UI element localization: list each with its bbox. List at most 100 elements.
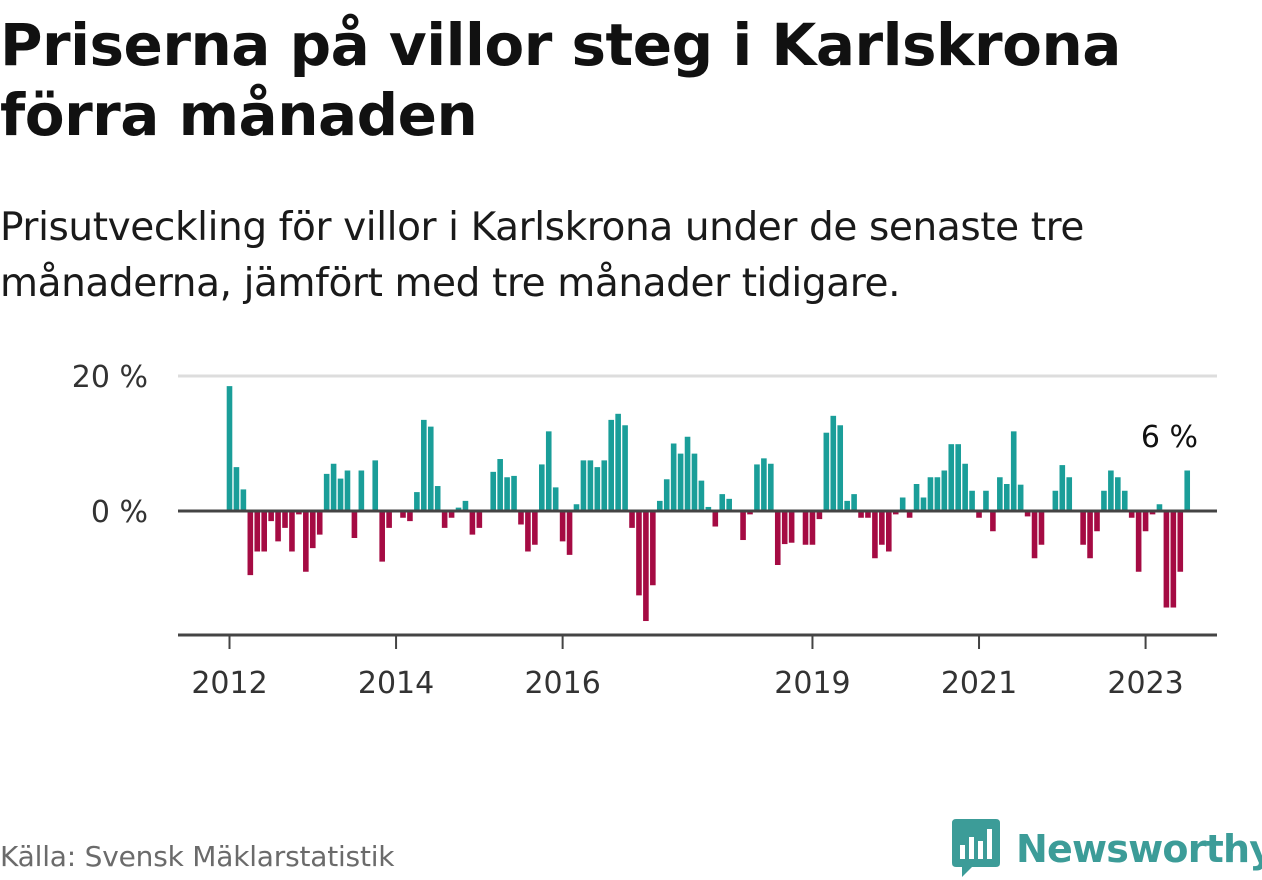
bar — [282, 511, 288, 528]
bar — [747, 511, 753, 515]
bar — [754, 464, 760, 511]
bar — [226, 386, 233, 511]
bar — [490, 471, 497, 511]
bar — [997, 477, 1003, 511]
y-tick-label: 20 % — [72, 360, 148, 395]
x-tick-label: 2023 — [1107, 666, 1183, 700]
bar — [1087, 511, 1093, 559]
x-tick-label: 2021 — [941, 666, 1017, 700]
bar — [372, 460, 379, 511]
chart-title: Priserna på villor steg i Karlskrona för… — [0, 11, 1121, 149]
bar — [254, 511, 261, 552]
bar — [525, 511, 531, 552]
bar — [879, 511, 885, 545]
bar — [816, 511, 823, 520]
x-tick-label: 2016 — [524, 666, 600, 700]
bar — [441, 511, 448, 528]
bar — [913, 484, 920, 511]
bar — [719, 494, 726, 511]
x-tick-label: 2019 — [774, 666, 850, 700]
bar — [1170, 511, 1177, 608]
bar — [545, 431, 552, 511]
bar — [573, 504, 580, 511]
bar — [518, 511, 524, 525]
bar — [309, 511, 316, 549]
bar — [844, 500, 850, 511]
bar — [781, 511, 788, 545]
bar — [240, 489, 247, 511]
bar — [400, 511, 406, 518]
bar — [1031, 511, 1038, 559]
bar — [962, 463, 968, 511]
bar — [740, 511, 746, 541]
bar — [414, 492, 420, 511]
bar — [872, 511, 878, 559]
bar — [892, 511, 899, 515]
bar — [386, 511, 392, 528]
bar — [802, 511, 809, 545]
bar — [1149, 511, 1156, 515]
bar — [677, 453, 684, 511]
bar — [316, 511, 323, 535]
bar — [275, 511, 281, 542]
bar — [1010, 431, 1017, 511]
bar — [656, 500, 663, 511]
bar — [906, 511, 913, 518]
bar — [552, 487, 559, 511]
bar — [650, 511, 656, 586]
bar — [1024, 511, 1031, 517]
bar — [927, 477, 934, 511]
bar — [407, 511, 413, 522]
bar — [476, 511, 483, 528]
bar — [427, 426, 434, 511]
bar — [337, 478, 344, 511]
bar — [663, 479, 670, 511]
bar — [941, 470, 948, 511]
bar — [636, 511, 642, 596]
bar — [1121, 490, 1128, 511]
bar — [726, 498, 732, 511]
bar — [615, 413, 621, 511]
brand-logo: Newsworthy — [950, 818, 1262, 880]
bar — [511, 475, 517, 511]
bar — [948, 444, 955, 511]
bar — [1052, 490, 1059, 511]
bar — [1101, 490, 1107, 511]
bar — [643, 511, 649, 622]
bar — [761, 458, 767, 511]
bar — [1135, 511, 1142, 572]
bar — [1017, 484, 1024, 511]
bar — [421, 419, 427, 511]
bar — [303, 511, 309, 572]
bar — [358, 470, 365, 511]
bar — [559, 511, 566, 542]
bar — [712, 511, 719, 527]
bar — [670, 443, 677, 511]
bar — [768, 463, 774, 511]
bar — [1066, 477, 1073, 511]
bar — [594, 467, 601, 511]
bar — [539, 464, 545, 511]
bar — [705, 506, 712, 511]
bar — [379, 511, 385, 562]
bar — [920, 497, 927, 511]
bar — [809, 511, 816, 545]
bar — [1128, 511, 1135, 518]
bar — [608, 419, 614, 511]
bar — [851, 494, 857, 511]
brand-name: Newsworthy — [1016, 827, 1262, 871]
bar — [1038, 511, 1045, 545]
bar — [566, 511, 573, 555]
bar — [1003, 484, 1010, 511]
bar — [684, 436, 691, 511]
bar — [1163, 511, 1170, 608]
bar — [698, 480, 705, 511]
chart-subtitle: Prisutveckling för villor i Karlskrona u… — [0, 205, 1084, 306]
bar — [1142, 511, 1149, 532]
bar — [344, 470, 351, 511]
bar — [233, 467, 240, 511]
bar — [497, 459, 503, 511]
bar — [296, 511, 302, 515]
x-tick-label: 2014 — [358, 666, 434, 700]
bar — [469, 511, 476, 535]
